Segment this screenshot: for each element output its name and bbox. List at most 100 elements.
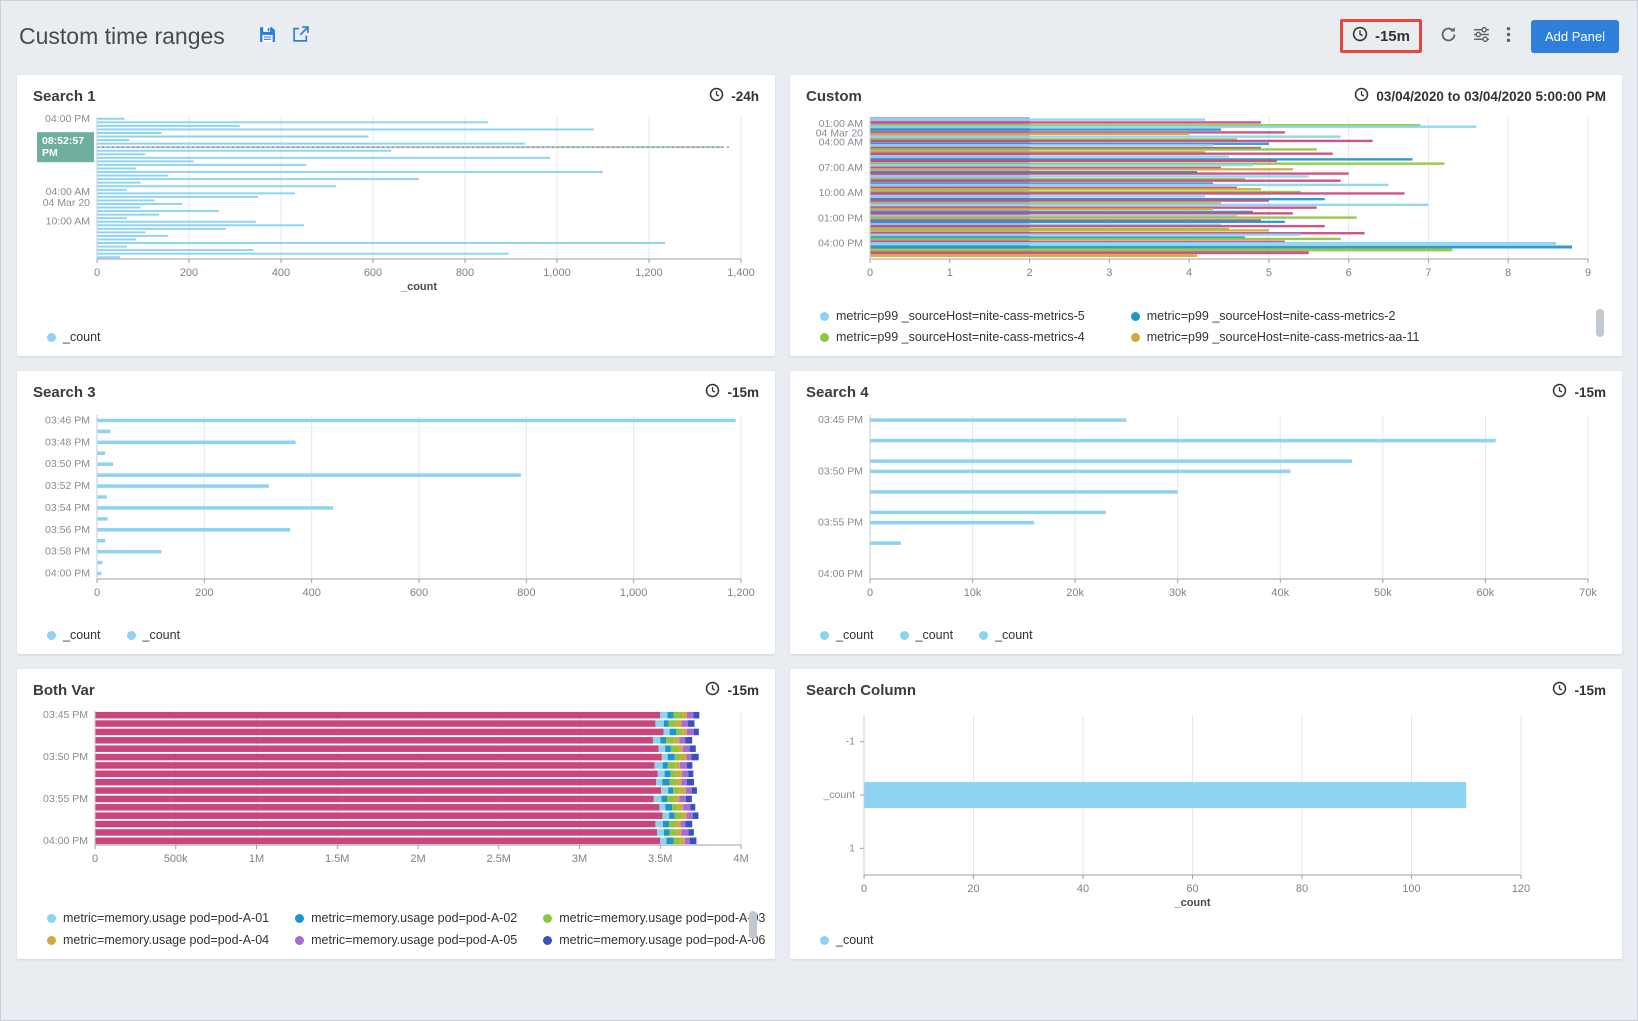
- svg-text:6: 6: [1346, 267, 1352, 279]
- clock-icon: [1552, 681, 1567, 699]
- svg-text:5: 5: [1266, 267, 1272, 279]
- legend-item[interactable]: metric=memory.usage pod=pod-A-05: [295, 933, 517, 947]
- legend-dot: [47, 935, 56, 945]
- svg-text:600: 600: [364, 267, 382, 279]
- svg-text:1: 1: [947, 267, 953, 279]
- legend-dot: [543, 913, 553, 923]
- legend-label: _count: [63, 628, 101, 642]
- add-panel-button[interactable]: Add Panel: [1531, 19, 1619, 53]
- export-button[interactable]: [288, 22, 313, 50]
- legend-label: metric=p99 _sourceHost=nite-cass-metrics…: [1146, 330, 1420, 344]
- legend-wrap: metric=memory.usage pod=pod-A-01 metric=m…: [33, 911, 765, 947]
- export-icon: [292, 26, 309, 46]
- svg-text:07:00 AM: 07:00 AM: [819, 162, 863, 174]
- legend-dot: [1130, 332, 1140, 342]
- svg-text:8: 8: [1505, 267, 1511, 279]
- svg-text:4M: 4M: [733, 853, 748, 865]
- svg-text:03:54 PM: 03:54 PM: [45, 502, 90, 514]
- svg-text:0: 0: [867, 587, 873, 599]
- panel-time-range[interactable]: -15m: [1552, 681, 1606, 699]
- legend-item[interactable]: _count: [126, 628, 180, 642]
- both-var-chart[interactable]: 03:45 PM 03:50 PM 03:55 PM 04:00 PM 0 500k 1M 1…: [33, 705, 759, 869]
- clock-icon: [1552, 383, 1567, 401]
- legend-item[interactable]: metric=p99 _sourceHost=nite-cass-metrics…: [820, 330, 1085, 344]
- panel-header: Search 1 -24h: [33, 87, 759, 105]
- legend-item[interactable]: _count: [47, 628, 101, 642]
- svg-text:03:58 PM: 03:58 PM: [45, 546, 90, 558]
- svg-text:03:45 PM: 03:45 PM: [43, 709, 88, 721]
- legend: _count: [806, 933, 1590, 947]
- legend-item[interactable]: metric=memory.usage pod=pod-A-06: [543, 933, 765, 947]
- svg-text:04:00 AM: 04:00 AM: [819, 137, 863, 149]
- refresh-button[interactable]: [1436, 22, 1461, 50]
- panel-time-range-label: 03/04/2020 to 03/04/2020 5:00:00 PM: [1376, 88, 1606, 104]
- legend-item[interactable]: metric=memory.usage pod=pod-A-02: [295, 911, 517, 925]
- dashboard-header: Custom time ranges -15m Add Panel: [1, 1, 1637, 71]
- svg-text:04 Mar 20: 04 Mar 20: [43, 197, 90, 209]
- legend-item[interactable]: metric=memory.usage pod=pod-A-03: [543, 911, 765, 925]
- svg-text:2: 2: [1026, 267, 1032, 279]
- panel-time-range[interactable]: -15m: [705, 383, 759, 401]
- dashboard-time-range[interactable]: -15m: [1352, 26, 1410, 46]
- legend-dot: [820, 935, 829, 945]
- panel-both-var: Both Var -15m 03:45 PM 03:50 PM 03:55 PM 04…: [17, 669, 775, 959]
- panel-header: Search Column -15m: [806, 681, 1606, 699]
- svg-text:500k: 500k: [164, 853, 188, 865]
- legend-item[interactable]: _count: [899, 628, 954, 642]
- legend-item[interactable]: _count: [979, 628, 1033, 642]
- panel-time-range[interactable]: -15m: [705, 681, 759, 699]
- legend-item[interactable]: _count: [820, 628, 874, 642]
- svg-text:03:55 PM: 03:55 PM: [43, 793, 88, 805]
- panel-time-range[interactable]: 03/04/2020 to 03/04/2020 5:00:00 PM: [1354, 87, 1606, 105]
- legend-dot: [820, 332, 829, 342]
- panel-title: Search 1: [33, 87, 96, 105]
- clock-icon: [1352, 26, 1368, 46]
- legend-scrollbar[interactable]: [749, 911, 757, 939]
- svg-text:03:52 PM: 03:52 PM: [45, 480, 90, 492]
- panel-time-range[interactable]: -15m: [1552, 383, 1606, 401]
- search-3-chart[interactable]: 03:46 PM 03:48 PM 03:50 PM 03:52 PM 03:54 PM…: [33, 407, 759, 603]
- legend-item[interactable]: metric=memory.usage pod=pod-A-01: [47, 911, 269, 925]
- legend-item[interactable]: metric=memory.usage pod=pod-A-04: [47, 933, 269, 947]
- legend-label: _count: [915, 628, 954, 642]
- svg-text:1,400: 1,400: [727, 267, 755, 279]
- legend-item[interactable]: metric=p99 _sourceHost=nite-cass-metrics…: [820, 309, 1085, 323]
- legend-label: _count: [836, 628, 874, 642]
- legend: metric=p99 _sourceHost=nite-cass-metrics…: [806, 309, 1590, 344]
- panel-custom: Custom 03/04/2020 to 03/04/2020 5:00:00 …: [790, 75, 1622, 356]
- svg-text:04:00 PM: 04:00 PM: [818, 237, 863, 249]
- legend-label: _count: [995, 628, 1033, 642]
- svg-text:30k: 30k: [1169, 587, 1187, 599]
- svg-text:0: 0: [94, 587, 100, 599]
- filters-button[interactable]: [1469, 22, 1494, 50]
- svg-text:03:46 PM: 03:46 PM: [45, 414, 90, 426]
- legend-item[interactable]: metric=p99 _sourceHost=nite-cass-metrics…: [1130, 309, 1420, 323]
- legend-label: metric=p99 _sourceHost=nite-cass-metrics…: [836, 309, 1085, 323]
- legend-dot: [543, 935, 553, 945]
- svg-text:1,000: 1,000: [543, 267, 571, 279]
- legend-item[interactable]: metric=p99 _sourceHost=nite-cass-metrics…: [1130, 330, 1420, 344]
- panel-time-range[interactable]: -24h: [709, 87, 759, 105]
- svg-text:1M: 1M: [249, 853, 264, 865]
- svg-text:10:00 AM: 10:00 AM: [46, 216, 90, 228]
- search-4-chart[interactable]: 03:45 PM 03:50 PM 03:55 PM 04:00 PM 0 10k 20k 3…: [806, 407, 1606, 603]
- svg-text:03:50 PM: 03:50 PM: [818, 465, 863, 477]
- legend-item[interactable]: _count: [820, 933, 874, 947]
- legend-dot: [820, 311, 829, 321]
- legend: metric=memory.usage pod=pod-A-01 metric=m…: [33, 911, 765, 947]
- panel-title: Search 3: [33, 383, 96, 401]
- svg-text:40k: 40k: [1271, 587, 1289, 599]
- panel-title: Custom: [806, 87, 862, 105]
- legend-item[interactable]: _count: [47, 330, 101, 344]
- legend-wrap: _count: [806, 933, 1606, 947]
- save-button[interactable]: [255, 22, 280, 50]
- legend: _count _count _count: [806, 628, 1590, 642]
- dashboard-time-range-label: -15m: [1374, 27, 1410, 45]
- svg-text:0: 0: [861, 883, 867, 895]
- more-options-button[interactable]: [1502, 22, 1515, 50]
- legend-scrollbar[interactable]: [1596, 309, 1604, 337]
- search-column-chart[interactable]: -1 _count 1 0 20 40 60 80 100 120 _count: [806, 705, 1606, 911]
- svg-text:800: 800: [517, 587, 535, 599]
